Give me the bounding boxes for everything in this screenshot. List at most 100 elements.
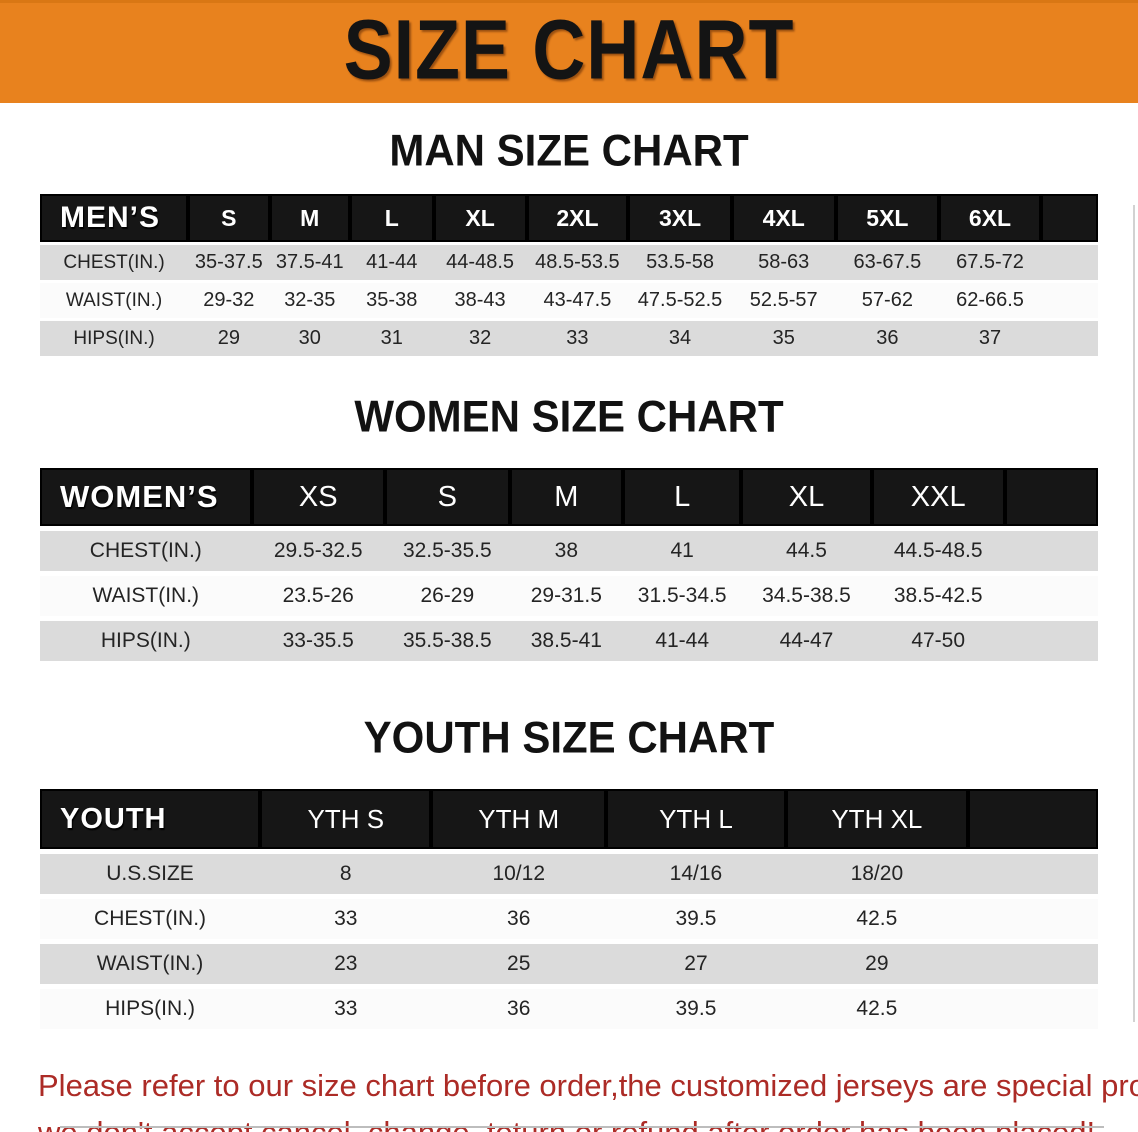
table-row: CHEST(IN.) 29.5-32.5 32.5-35.5 38 41 44.5 44.5… [40, 531, 1098, 571]
row-spacer-cell [967, 944, 1098, 984]
size-cell: 8 [260, 854, 432, 894]
size-cell: 42.5 [785, 899, 968, 939]
column-header: L [622, 468, 742, 526]
size-cell: 23.5-26 [251, 576, 385, 616]
row-label: WAIST(IN.) [40, 283, 189, 318]
column-header: S [384, 468, 510, 526]
men-size-table: MEN’S S M L XL 2XL 3XL 4XL 5XL 6XL CHEST(IN.) 35-37… [40, 191, 1098, 359]
size-cell: 35-37.5 [188, 245, 270, 280]
row-label: CHEST(IN.) [40, 531, 252, 571]
row-spacer-cell [967, 989, 1098, 1029]
size-cell: 37.5-41 [269, 245, 350, 280]
size-cell: 32.5-35.5 [384, 531, 510, 571]
column-header: S [188, 194, 270, 242]
size-cell: 41-44 [622, 621, 742, 661]
header-spacer-cell [1040, 194, 1098, 242]
column-header: 5XL [835, 194, 940, 242]
column-header: 2XL [526, 194, 629, 242]
size-cell: 35.5-38.5 [384, 621, 510, 661]
size-cell: 23 [260, 944, 432, 984]
table-row: WAIST(IN.) 23 25 27 29 [40, 944, 1098, 984]
men-section-title: MAN SIZE CHART [389, 125, 749, 176]
disclaimer-line-2: we don't accept cancel, change, teturn o… [38, 1109, 1122, 1132]
scan-edge-bottom-line [60, 1126, 1104, 1128]
size-cell: 36 [431, 899, 607, 939]
size-cell: 57-62 [835, 283, 940, 318]
size-cell: 43-47.5 [526, 283, 629, 318]
table-row: CHEST(IN.) 35-37.5 37.5-41 41-44 44-48.5 48.5… [40, 245, 1098, 280]
row-spacer-cell [1040, 283, 1098, 318]
size-cell: 48.5-53.5 [526, 245, 629, 280]
row-label: CHEST(IN.) [40, 899, 261, 939]
size-cell: 32 [433, 321, 527, 356]
column-header: 4XL [731, 194, 836, 242]
size-cell: 33 [260, 989, 432, 1029]
disclaimer-text: Please refer to our size chart before or… [0, 1062, 1138, 1132]
scan-edge-right-line [1133, 205, 1135, 1022]
size-cell: 62-66.5 [939, 283, 1041, 318]
size-cell: 26-29 [384, 576, 510, 616]
size-cell: 41 [622, 531, 742, 571]
size-cell: 38-43 [433, 283, 527, 318]
table-corner-label: MEN’S [40, 194, 189, 242]
size-cell: 67.5-72 [939, 245, 1041, 280]
size-cell: 33 [260, 899, 432, 939]
youth-size-table: YOUTH YTH S YTH M YTH L YTH XL U.S.SIZE 8 10/12… [40, 784, 1098, 1034]
size-cell: 47.5-52.5 [628, 283, 732, 318]
women-size-table: WOMEN’S XS S M L XL XXL CHEST(IN.) 29.5-32.5 32.5… [40, 463, 1098, 666]
column-header: XXL [871, 468, 1005, 526]
row-spacer-cell [1040, 321, 1098, 356]
size-cell: 10/12 [431, 854, 607, 894]
size-cell: 29-31.5 [509, 576, 623, 616]
size-chart-title: SIZE CHART [343, 2, 795, 97]
size-chart-banner: SIZE CHART [0, 0, 1138, 103]
size-cell: 44.5 [741, 531, 872, 571]
row-spacer-cell [1004, 576, 1098, 616]
column-header: L [349, 194, 434, 242]
row-spacer-cell [967, 854, 1098, 894]
column-header: M [269, 194, 350, 242]
row-label: WAIST(IN.) [40, 576, 252, 616]
size-cell: 36 [835, 321, 940, 356]
size-cell: 29.5-32.5 [251, 531, 385, 571]
size-cell: 36 [431, 989, 607, 1029]
column-header: 3XL [628, 194, 732, 242]
table-row: HIPS(IN.) 29 30 31 32 33 34 35 36 37 [40, 321, 1098, 356]
size-cell: 58-63 [731, 245, 836, 280]
size-cell: 27 [606, 944, 786, 984]
header-spacer-cell [967, 789, 1098, 849]
table-corner-label: WOMEN’S [40, 468, 252, 526]
size-cell: 35 [731, 321, 836, 356]
size-cell: 53.5-58 [628, 245, 732, 280]
size-cell: 14/16 [606, 854, 786, 894]
size-cell: 33-35.5 [251, 621, 385, 661]
size-cell: 39.5 [606, 989, 786, 1029]
size-cell: 31 [349, 321, 434, 356]
size-cell: 30 [269, 321, 350, 356]
column-header: XS [251, 468, 385, 526]
column-header: XL [433, 194, 527, 242]
size-cell: 25 [431, 944, 607, 984]
table-row: HIPS(IN.) 33 36 39.5 42.5 [40, 989, 1098, 1029]
size-cell: 47-50 [871, 621, 1005, 661]
row-spacer-cell [967, 899, 1098, 939]
size-cell: 35-38 [349, 283, 434, 318]
table-corner-label: YOUTH [40, 789, 261, 849]
column-header: YTH XL [785, 789, 968, 849]
size-cell: 34.5-38.5 [741, 576, 872, 616]
size-cell: 38.5-42.5 [871, 576, 1005, 616]
table-row: U.S.SIZE 8 10/12 14/16 18/20 [40, 854, 1098, 894]
row-label: U.S.SIZE [40, 854, 261, 894]
header-spacer-cell [1004, 468, 1098, 526]
column-header: 6XL [939, 194, 1041, 242]
size-cell: 42.5 [785, 989, 968, 1029]
size-cell: 34 [628, 321, 732, 356]
table-row: WAIST(IN.) 23.5-26 26-29 29-31.5 31.5-34.5 34… [40, 576, 1098, 616]
size-cell: 31.5-34.5 [622, 576, 742, 616]
youth-section-title: YOUTH SIZE CHART [363, 712, 775, 763]
size-cell: 37 [939, 321, 1041, 356]
size-cell: 29-32 [188, 283, 270, 318]
size-cell: 38.5-41 [509, 621, 623, 661]
row-label: HIPS(IN.) [40, 989, 261, 1029]
